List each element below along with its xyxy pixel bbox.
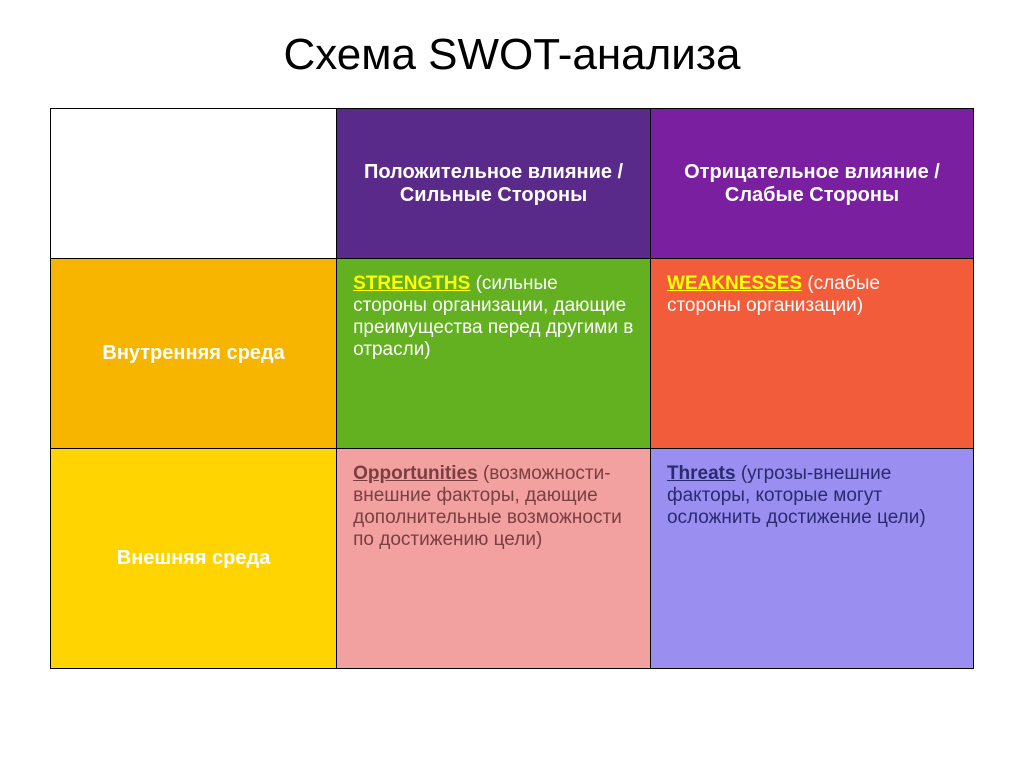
slide-title: Схема SWOT-анализа: [50, 30, 974, 80]
blank-cell: [51, 109, 337, 259]
weaknesses-term: WEAKNESSES: [667, 273, 802, 294]
col-header-negative-text: Отрицательное влияние / Слабые Стороны: [684, 161, 940, 206]
swot-table: Положительное влияние / Сильные Стороны …: [50, 108, 974, 669]
header-row: Положительное влияние / Сильные Стороны …: [51, 109, 974, 259]
opportunities-term: Opportunities: [353, 463, 478, 484]
cell-strengths: STRENGTHS (сильные стороны организации, …: [337, 259, 651, 449]
internal-row: Внутренняя среда STRENGTHS (сильные стор…: [51, 259, 974, 449]
col-header-positive: Положительное влияние / Сильные Стороны: [337, 109, 651, 259]
col-header-negative: Отрицательное влияние / Слабые Стороны: [650, 109, 973, 259]
row-label-internal: Внутренняя среда: [51, 259, 337, 449]
cell-threats: Threats (угрозы-внешние факторы, которые…: [650, 449, 973, 669]
col-header-positive-text: Положительное влияние / Сильные Стороны: [364, 161, 623, 206]
strengths-term: STRENGTHS: [353, 273, 470, 294]
threats-term: Threats: [667, 463, 736, 484]
slide: Схема SWOT-анализа Положительное влияние…: [0, 0, 1024, 767]
row-label-external-text: Внешняя среда: [117, 547, 271, 569]
cell-weaknesses: WEAKNESSES (слабые стороны организации): [650, 259, 973, 449]
external-row: Внешняя среда Opportunities (возможности…: [51, 449, 974, 669]
cell-opportunities: Opportunities (возможности-внешние факто…: [337, 449, 651, 669]
row-label-external: Внешняя среда: [51, 449, 337, 669]
row-label-internal-text: Внутренняя среда: [102, 342, 284, 364]
